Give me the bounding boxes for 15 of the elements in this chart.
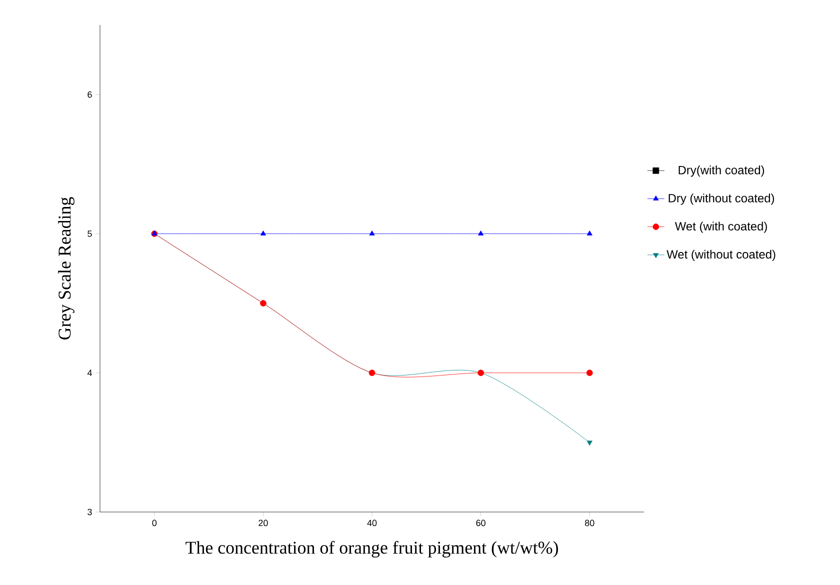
y-tick-label: 4 — [87, 370, 92, 376]
y-tick-label: 3 — [88, 508, 92, 516]
legend-label: Dry (without coated) — [668, 194, 774, 205]
x-tick-label: 40 — [367, 520, 377, 526]
x-tick-label: 0 — [152, 520, 157, 526]
x-tick-label: 20 — [258, 520, 268, 526]
y-tick-label: 5 — [88, 230, 92, 237]
y-axis-title: Grey Scale Reading — [58, 197, 74, 340]
legend-label: Wet (without coated) — [666, 250, 776, 261]
x-axis-title: The concentration of orange fruit pigment (wt/wt%) — [186, 540, 558, 558]
legend-label: Wet (with coated) — [674, 222, 767, 233]
x-tick-label: 80 — [585, 520, 594, 526]
legend-label: Dry(with coated) — [678, 166, 764, 177]
y-tick-label: 6 — [88, 91, 92, 98]
x-tick-label: 60 — [476, 520, 486, 526]
